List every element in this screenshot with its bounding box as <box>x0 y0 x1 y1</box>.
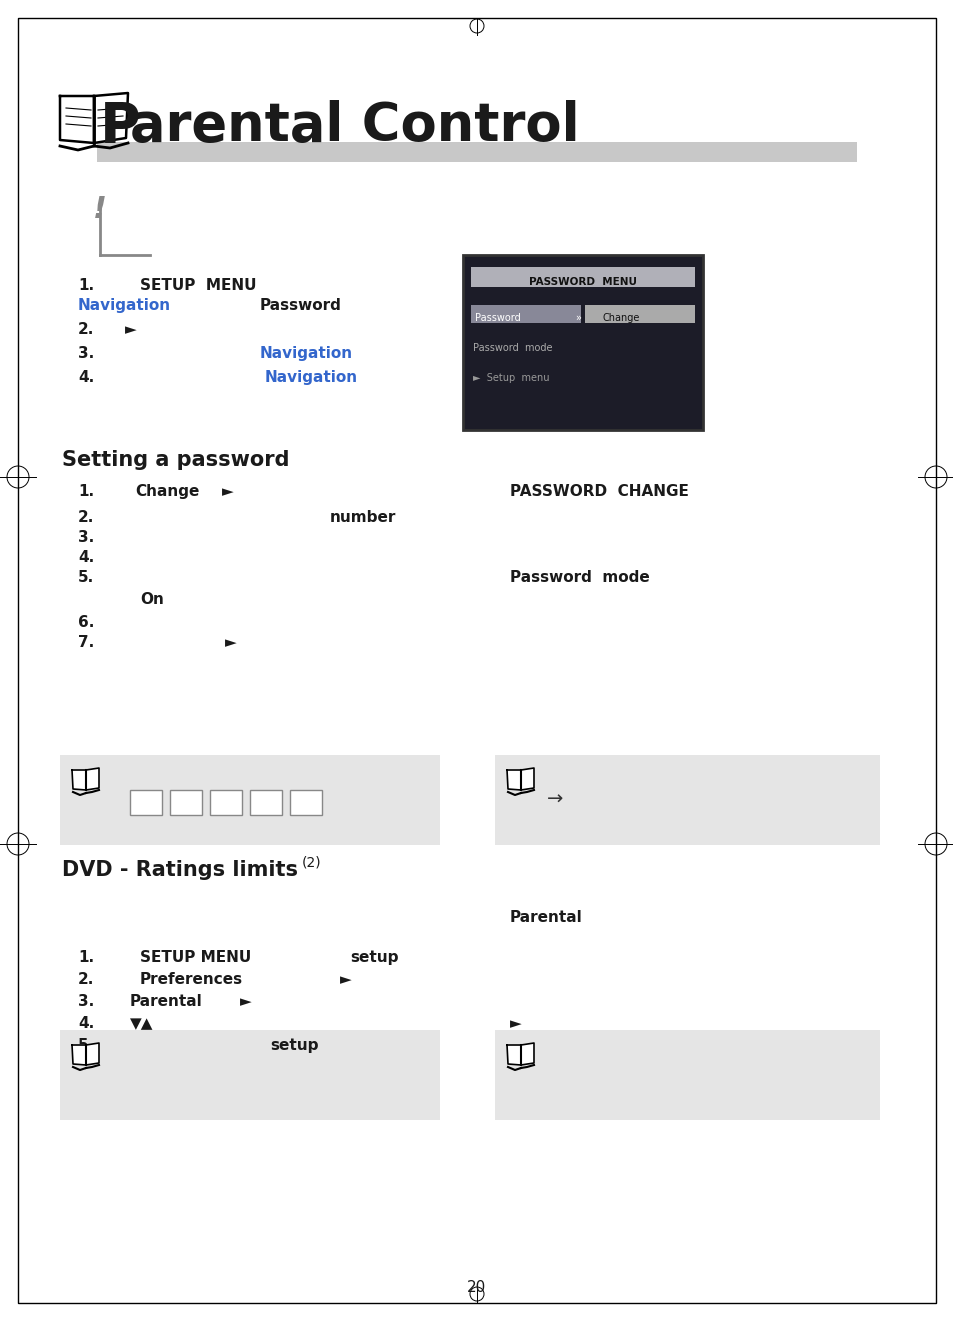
Polygon shape <box>94 92 128 143</box>
Bar <box>130 790 162 815</box>
Text: P: P <box>100 100 140 155</box>
Text: arental Control: arental Control <box>130 100 579 152</box>
Bar <box>584 305 695 324</box>
Text: Password: Password <box>475 313 520 324</box>
Text: 3.: 3. <box>78 993 94 1009</box>
Text: ►  Setup  menu: ► Setup menu <box>473 373 549 383</box>
Polygon shape <box>86 1044 99 1065</box>
Polygon shape <box>60 96 94 143</box>
Polygon shape <box>520 768 534 790</box>
Text: setup: setup <box>350 950 398 966</box>
Text: 2.: 2. <box>78 510 94 524</box>
Text: 4.: 4. <box>78 550 94 565</box>
Text: Change: Change <box>135 483 199 499</box>
Text: Parental: Parental <box>510 910 582 925</box>
Text: number: number <box>330 510 395 524</box>
Polygon shape <box>71 1045 86 1065</box>
Text: 1.: 1. <box>78 950 94 966</box>
Bar <box>495 1030 879 1120</box>
Bar <box>60 756 439 845</box>
Text: Parental: Parental <box>130 993 203 1009</box>
Text: 6.: 6. <box>78 616 94 630</box>
Text: 1.: 1. <box>78 483 94 499</box>
Text: 3.: 3. <box>78 346 94 361</box>
Text: ►: ► <box>339 972 352 987</box>
Text: (2): (2) <box>302 855 321 869</box>
Text: setup: setup <box>270 1038 318 1053</box>
Bar <box>290 790 322 815</box>
Text: Navigation: Navigation <box>78 299 171 313</box>
Text: 5.: 5. <box>78 569 94 585</box>
Bar <box>170 790 202 815</box>
Text: SETUP  MENU: SETUP MENU <box>140 277 256 293</box>
Text: 1.: 1. <box>78 277 94 293</box>
Bar <box>471 267 695 287</box>
Text: ►: ► <box>222 483 233 499</box>
Polygon shape <box>506 1045 520 1065</box>
Text: 4.: 4. <box>78 370 94 384</box>
Text: Preferences: Preferences <box>140 972 243 987</box>
Text: »: » <box>575 313 580 324</box>
Bar <box>462 255 702 431</box>
Text: Password  mode: Password mode <box>510 569 649 585</box>
Text: Change: Change <box>602 313 639 324</box>
Polygon shape <box>86 768 99 790</box>
Bar <box>250 790 282 815</box>
Text: 7.: 7. <box>78 635 94 650</box>
Polygon shape <box>506 770 520 790</box>
Text: 2.: 2. <box>78 972 94 987</box>
Text: DVD - Ratings limits: DVD - Ratings limits <box>62 860 297 880</box>
Text: ►: ► <box>240 993 252 1009</box>
Text: ►: ► <box>125 322 136 337</box>
Text: Setting a password: Setting a password <box>62 450 289 470</box>
Text: ►: ► <box>510 1016 521 1030</box>
Bar <box>210 790 242 815</box>
Text: PASSWORD  MENU: PASSWORD MENU <box>529 277 637 287</box>
Text: Password  mode: Password mode <box>473 343 552 353</box>
Polygon shape <box>520 1044 534 1065</box>
Text: !: ! <box>92 196 107 225</box>
Bar <box>471 305 580 324</box>
Text: ▼▲: ▼▲ <box>130 1016 153 1030</box>
Bar <box>60 1030 439 1120</box>
Polygon shape <box>71 770 86 790</box>
Text: 3.: 3. <box>78 530 94 546</box>
Text: Navigation: Navigation <box>260 346 353 361</box>
Text: Navigation: Navigation <box>265 370 357 384</box>
Text: 20: 20 <box>467 1280 486 1295</box>
Text: SETUP MENU: SETUP MENU <box>140 950 251 966</box>
Text: PASSWORD  CHANGE: PASSWORD CHANGE <box>510 483 688 499</box>
Text: 4.: 4. <box>78 1016 94 1030</box>
Text: Password: Password <box>260 299 341 313</box>
Text: ►: ► <box>225 635 236 650</box>
Bar <box>97 141 856 162</box>
Text: →: → <box>546 790 563 808</box>
Text: On: On <box>140 592 164 608</box>
Text: 2.: 2. <box>78 322 94 337</box>
Bar <box>495 756 879 845</box>
Text: 5.: 5. <box>78 1038 94 1053</box>
